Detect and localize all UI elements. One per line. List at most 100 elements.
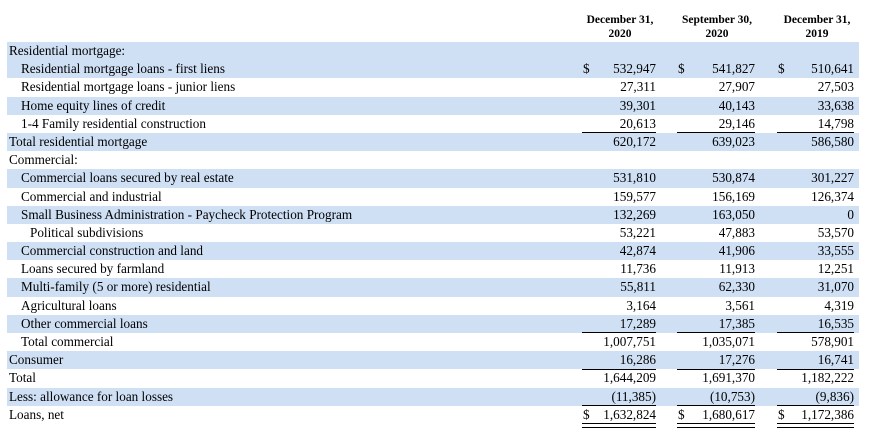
table-row: Commercial loans secured by real estate 5… <box>7 169 859 188</box>
table-cell: 33,555 <box>817 243 854 259</box>
row-label: Multi-family (5 or more) residential <box>21 279 211 295</box>
table-cell: 1,172,386 <box>801 406 854 422</box>
table-cell: 29,146 <box>718 115 755 131</box>
row-label: Commercial and industrial <box>21 188 162 204</box>
table-cell: 586,580 <box>811 133 854 149</box>
row-label: Commercial loans secured by real estate <box>21 170 234 186</box>
row-label: Home equity lines of credit <box>21 97 166 113</box>
underline <box>777 332 854 334</box>
table-row: Total 1,644,209 1,691,370 1,182,222 <box>7 369 859 387</box>
table-row: Other commercial loans 17,289 17,385 16,535 <box>7 314 859 334</box>
table-row: Agricultural loans 3,164 3,561 4,319 <box>7 297 859 315</box>
column-header-line: 2020 <box>705 28 729 40</box>
underline <box>582 132 656 134</box>
table-cell: 510,641 <box>811 61 854 77</box>
row-label: Residential mortgage: <box>9 43 126 58</box>
currency-symbol: $ <box>583 61 590 77</box>
table-cell: 16,741 <box>817 352 854 368</box>
row-label: Total <box>9 370 36 386</box>
column-header-line: December 31, <box>586 14 654 26</box>
table-cell: 11,736 <box>620 261 656 277</box>
row-label: Loans secured by farmland <box>21 261 165 277</box>
table-cell: 12,251 <box>817 261 854 277</box>
double-underline <box>582 422 656 428</box>
underline <box>777 350 854 352</box>
table-cell: 620,172 <box>613 133 656 149</box>
row-label: Consumer <box>9 352 64 368</box>
table-cell: 1,632,824 <box>603 406 656 422</box>
underline <box>777 368 854 370</box>
table-row: Small Business Administration - Paycheck… <box>7 205 859 224</box>
table-cell: 27,311 <box>620 79 656 95</box>
table-row: Residential mortgage loans - first liens… <box>7 60 859 79</box>
currency-symbol: $ <box>583 406 590 422</box>
column-header-line: 2019 <box>805 28 829 40</box>
table-cell: 3,164 <box>626 297 656 313</box>
table-cell: 39,301 <box>619 97 656 113</box>
table-cell: 4,319 <box>824 297 854 313</box>
row-label: Political subdivisions <box>30 224 144 240</box>
underline <box>677 332 755 334</box>
table-cell: (11,385) <box>611 388 656 404</box>
table-cell: 17,276 <box>718 352 755 368</box>
table-cell: 1,035,071 <box>702 334 755 349</box>
table-cell: 42,874 <box>619 243 656 259</box>
currency-symbol: $ <box>778 61 785 77</box>
table-cell: 531,810 <box>613 170 656 186</box>
table-cell: 53,570 <box>817 224 854 240</box>
table-row: Less: allowance for loan losses (11,385) (… <box>7 387 859 407</box>
table-row: Commercial construction and land 42,874 41… <box>7 242 859 261</box>
row-label: Less: allowance for loan losses <box>9 388 174 404</box>
double-underline <box>677 422 755 428</box>
underline <box>582 350 656 352</box>
currency-symbol: $ <box>778 406 785 422</box>
table-cell: (10,753) <box>709 388 755 404</box>
table-cell: 17,385 <box>718 315 755 331</box>
table-cell: 132,269 <box>613 206 656 222</box>
table-cell: 47,883 <box>718 224 755 240</box>
loans-table: Residential mortgage: Residential mortgag… <box>7 42 859 428</box>
table-cell: 1,680,617 <box>702 406 755 422</box>
table-row: 1-4 Family residential construction 20,61… <box>7 115 859 134</box>
column-header-sep-2020: September 30, 2020 <box>676 13 758 41</box>
table-cell: 33,638 <box>817 97 854 113</box>
table-row: Loans, net $1,632,824 $1,680,617 $1,172,386 <box>7 406 859 428</box>
row-label: 1-4 Family residential construction <box>21 115 206 131</box>
column-header-dec-2020: December 31, 2020 <box>584 13 656 41</box>
column-header-line: September 30, <box>681 14 753 26</box>
table-cell: 159,577 <box>613 188 656 204</box>
row-label: Total commercial <box>21 334 114 349</box>
row-label: Agricultural loans <box>21 297 117 313</box>
underline <box>582 405 656 407</box>
table-cell: 0 <box>847 206 854 222</box>
table-cell: 16,535 <box>817 315 854 331</box>
table-row: Total commercial 1,007,751 1,035,071 578,90… <box>7 333 859 352</box>
underline <box>677 405 755 407</box>
table-cell: 578,901 <box>811 334 854 349</box>
underline <box>677 368 755 370</box>
underline <box>677 350 755 352</box>
table-cell: 301,227 <box>811 170 854 186</box>
table-cell: 27,907 <box>718 79 755 95</box>
column-header-dec-2019: December 31, 2019 <box>778 13 856 41</box>
table-cell: 53,221 <box>619 224 656 240</box>
row-label: Commercial: <box>9 152 78 168</box>
underline <box>582 332 656 334</box>
currency-symbol: $ <box>678 61 685 77</box>
row-label: Total residential mortgage <box>9 133 148 149</box>
double-underline <box>777 422 854 428</box>
table-cell: 31,070 <box>817 279 854 295</box>
table-cell: 1,644,209 <box>603 370 656 386</box>
table-cell: 40,143 <box>718 97 755 113</box>
table-cell: 11,913 <box>719 261 755 277</box>
table-cell: 1,691,370 <box>702 370 755 386</box>
table-row: Political subdivisions 53,221 47,883 53,570 <box>7 224 859 242</box>
table-cell: 14,798 <box>817 115 854 131</box>
table-cell: 163,050 <box>712 206 755 222</box>
table-cell: 530,874 <box>712 170 755 186</box>
table-cell: 541,827 <box>712 61 755 77</box>
row-label: Small Business Administration - Paycheck… <box>21 206 353 222</box>
currency-symbol: $ <box>678 406 685 422</box>
table-cell: 639,023 <box>712 133 755 149</box>
table-row: Home equity lines of credit 39,301 40,143 3… <box>7 96 859 115</box>
